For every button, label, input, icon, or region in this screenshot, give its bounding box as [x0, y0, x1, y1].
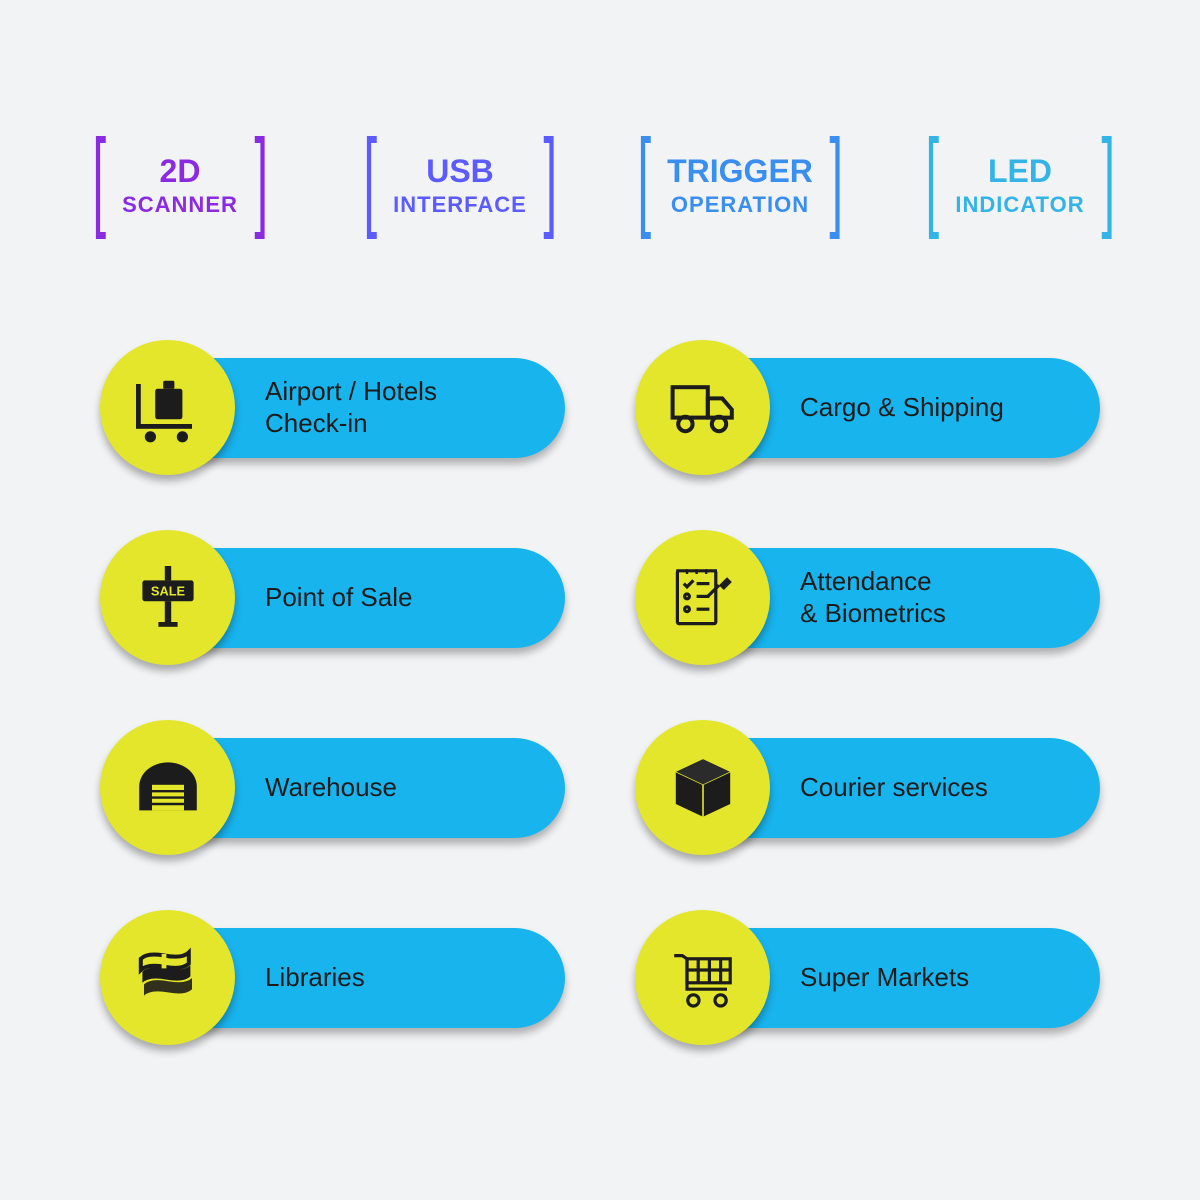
usecase-warehouse: Warehouse — [100, 720, 565, 855]
badge-line1: TRIGGER — [667, 153, 813, 190]
usecase-label: Warehouse — [265, 772, 397, 803]
badge-led-indicator: [ LED INDICATOR ] — [890, 130, 1150, 240]
usecase-label: Super Markets — [800, 962, 969, 993]
badge-usb-interface: [ USB INTERFACE ] — [330, 130, 590, 240]
usecase-super-markets: Super Markets — [635, 910, 1100, 1045]
badge-trigger-operation: [ TRIGGER OPERATION ] — [610, 130, 870, 240]
badge-text: LED INDICATOR — [955, 153, 1084, 217]
usecase-cargo-shipping: Cargo & Shipping — [635, 340, 1100, 475]
badge-2d-scanner: [ 2D SCANNER ] — [50, 130, 310, 240]
badge-line1: USB — [393, 153, 527, 190]
icon-circle — [635, 910, 770, 1045]
usecase-label: Airport / Hotels Check-in — [265, 376, 437, 438]
checklist-icon — [663, 558, 743, 638]
icon-circle — [100, 340, 235, 475]
icon-circle — [635, 340, 770, 475]
luggage-cart-icon — [128, 368, 208, 448]
badge-line2: SCANNER — [122, 192, 238, 217]
bracket-icon: ] — [1101, 124, 1115, 234]
usecase-label: Attendance & Biometrics — [800, 566, 946, 628]
badge-line2: INTERFACE — [393, 192, 527, 217]
icon-circle — [635, 720, 770, 855]
usecase-courier-services: Courier services — [635, 720, 1100, 855]
bracket-icon: [ — [637, 124, 651, 234]
usecase-label: Courier services — [800, 772, 988, 803]
bracket-icon: [ — [363, 124, 377, 234]
icon-circle — [100, 720, 235, 855]
bracket-icon: ] — [543, 124, 557, 234]
badge-line1: LED — [955, 153, 1084, 190]
usecase-grid: Airport / Hotels Check-in Cargo & Shippi… — [100, 340, 1100, 1045]
usecase-label: Cargo & Shipping — [800, 392, 1004, 423]
infographic-root: [ 2D SCANNER ] [ USB INTERFACE ] [ TRIGG… — [0, 0, 1200, 1200]
badge-line1: 2D — [122, 153, 238, 190]
truck-icon — [663, 368, 743, 448]
feature-badges-row: [ 2D SCANNER ] [ USB INTERFACE ] [ TRIGG… — [50, 130, 1150, 240]
usecase-attendance-biometrics: Attendance & Biometrics — [635, 530, 1100, 665]
icon-circle — [635, 530, 770, 665]
badge-text: USB INTERFACE — [393, 153, 527, 217]
box-icon — [663, 748, 743, 828]
icon-circle: SALE — [100, 530, 235, 665]
sale-sign-icon: SALE — [128, 558, 208, 638]
warehouse-icon — [128, 748, 208, 828]
bracket-icon: ] — [254, 124, 268, 234]
badge-line2: OPERATION — [667, 192, 813, 217]
badge-text: 2D SCANNER — [122, 153, 238, 217]
usecase-point-of-sale: SALE Point of Sale — [100, 530, 565, 665]
badge-line2: INDICATOR — [955, 192, 1084, 217]
usecase-label: Point of Sale — [265, 582, 412, 613]
badge-text: TRIGGER OPERATION — [667, 153, 813, 217]
usecase-libraries: Libraries — [100, 910, 565, 1045]
usecase-airport-hotels: Airport / Hotels Check-in — [100, 340, 565, 475]
svg-text:SALE: SALE — [150, 583, 185, 598]
bracket-icon: ] — [829, 124, 843, 234]
books-icon — [128, 938, 208, 1018]
cart-icon — [663, 938, 743, 1018]
bracket-icon: [ — [925, 124, 939, 234]
usecase-label: Libraries — [265, 962, 365, 993]
icon-circle — [100, 910, 235, 1045]
bracket-icon: [ — [92, 124, 106, 234]
